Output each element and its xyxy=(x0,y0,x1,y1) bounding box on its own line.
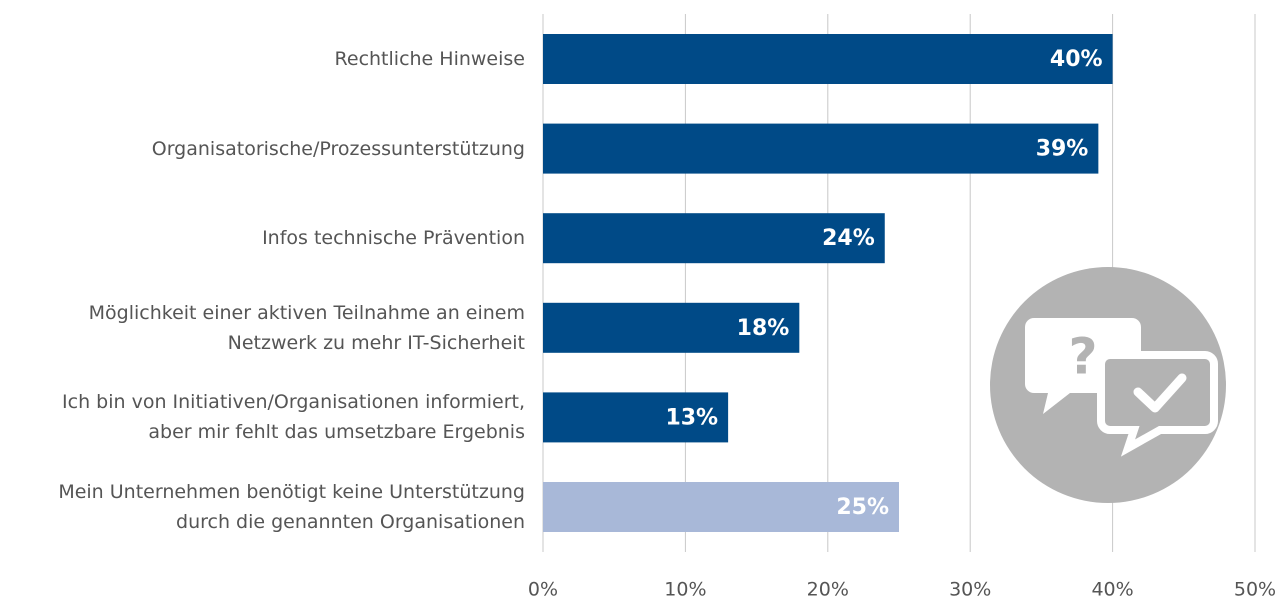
icon: ? xyxy=(990,267,1226,503)
value-label: 18% xyxy=(737,316,790,341)
category-label: Ich bin von Initiativen/Organisationen i… xyxy=(62,391,525,444)
value-label: 39% xyxy=(1036,137,1089,162)
bar xyxy=(543,34,1113,84)
value-label: 40% xyxy=(1050,47,1103,72)
value-label: 24% xyxy=(822,226,875,251)
value-label: 13% xyxy=(665,405,718,430)
category-label: Rechtliche Hinweise xyxy=(334,48,525,70)
category-label: Möglichkeit einer aktiven Teilnahme an e… xyxy=(88,301,525,354)
bar xyxy=(543,482,899,532)
value-label: 25% xyxy=(836,495,889,520)
bar xyxy=(543,213,885,264)
category-label: Infos technische Prävention xyxy=(262,227,525,250)
category-label: Organisatorische/Prozessunterstützung xyxy=(151,137,525,160)
x-tick-label: 10% xyxy=(664,579,706,601)
x-tick-label: 40% xyxy=(1091,579,1133,601)
x-tick-label: 50% xyxy=(1234,579,1276,601)
svg-text:?: ? xyxy=(1068,328,1097,386)
bar xyxy=(543,392,729,443)
x-tick-label: 20% xyxy=(807,579,849,601)
x-tick-label: 30% xyxy=(949,579,991,601)
x-tick-label: 0% xyxy=(528,579,558,601)
bars: 40% 39% 24% 18% 13% 25% xyxy=(543,34,1113,532)
bar xyxy=(543,123,1099,174)
bar xyxy=(543,302,800,353)
category-label: Mein Unternehmen benötigt keine Unterstü… xyxy=(58,481,525,533)
